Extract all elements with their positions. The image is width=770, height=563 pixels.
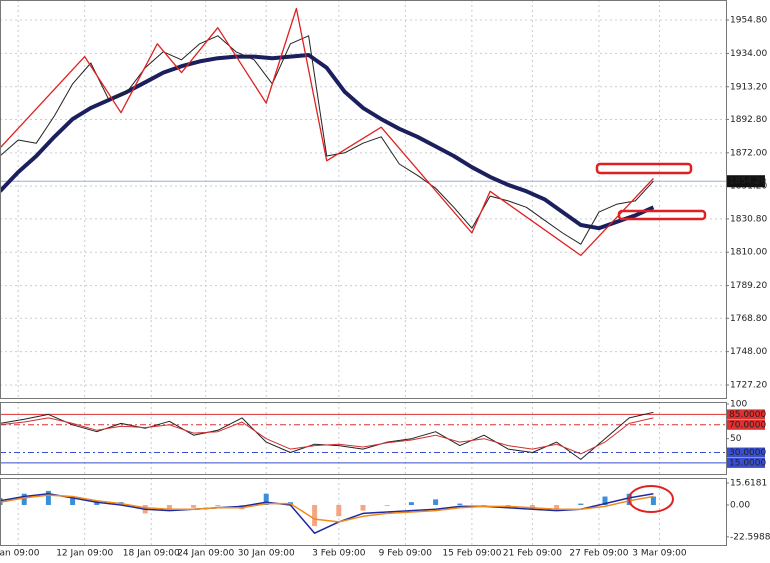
histogram-bar xyxy=(336,504,342,517)
histogram-bar xyxy=(215,504,221,507)
x-tick-label: 18 Jan 09:00 xyxy=(123,549,180,559)
y-tick-label: 1892.80 xyxy=(730,115,767,125)
y-tick-label: 50 xyxy=(730,434,742,444)
histogram-bar xyxy=(650,496,656,505)
x-tick-label: 12 Jan 09:00 xyxy=(56,549,113,559)
annotation-ellipse xyxy=(628,485,674,513)
histogram-bar xyxy=(45,490,51,505)
histogram-bar xyxy=(554,504,560,511)
series-line xyxy=(0,35,654,245)
annotation-box xyxy=(595,162,693,175)
y-tick-label: 70.0000 xyxy=(729,420,766,430)
histogram-bar xyxy=(312,504,318,527)
y-tick-label: 1789.20 xyxy=(730,281,767,291)
y-tick-label: 15.0000 xyxy=(729,458,766,468)
y-tick-label: 1954.80 xyxy=(730,16,767,26)
y-tick-label: 15.6181 xyxy=(730,478,767,488)
x-tick-label: 15 Feb 09:00 xyxy=(442,549,501,559)
series-line xyxy=(0,492,654,534)
x-tick-label: 3 Feb 09:00 xyxy=(312,549,366,559)
level-label-box xyxy=(727,447,765,458)
y-tick-label: 85.0000 xyxy=(729,410,766,420)
macd-panel-frame xyxy=(0,478,727,546)
y-tick-label: 100 xyxy=(730,400,747,410)
main-panel-frame xyxy=(0,0,727,399)
histogram-bar xyxy=(191,504,197,508)
x-tick-label: 27 Feb 09:00 xyxy=(569,549,628,559)
series-line xyxy=(0,494,654,523)
histogram-bar xyxy=(384,504,390,506)
series-line xyxy=(0,417,654,455)
oscillator-panel-frame xyxy=(0,402,727,475)
x-tick-label: Jan 09:00 xyxy=(0,549,40,559)
y-tick-label: 1913.20 xyxy=(730,82,767,92)
x-tick-label: 24 Jan 09:00 xyxy=(177,549,234,559)
x-tick-label: 9 Feb 09:00 xyxy=(379,549,433,559)
histogram-bar xyxy=(263,493,269,505)
last-price-box xyxy=(727,175,765,188)
histogram-bar xyxy=(360,504,366,511)
histogram-bar xyxy=(70,496,76,505)
histogram-bar xyxy=(408,502,414,505)
y-tick-label: 0.00 xyxy=(730,500,750,510)
y-tick-label: 1768.80 xyxy=(730,314,767,324)
y-tick-label: 1810.00 xyxy=(730,248,767,258)
y-tick-label: 1934.00 xyxy=(730,49,767,59)
last-price-label: 1854.29 xyxy=(729,177,766,187)
x-tick-label: 21 Feb 09:00 xyxy=(503,549,562,559)
histogram-bar xyxy=(433,499,439,505)
histogram-bar xyxy=(578,503,584,505)
x-tick-label: 30 Jan 09:00 xyxy=(238,549,295,559)
y-tick-label: 1748.00 xyxy=(730,347,767,357)
annotation-box xyxy=(617,209,707,221)
series-line xyxy=(0,7,654,257)
x-tick-label: 3 Mar 09:00 xyxy=(632,549,687,559)
level-label-box xyxy=(727,419,765,430)
level-label-box xyxy=(727,409,765,420)
y-tick-label: 30.0000 xyxy=(729,448,766,458)
y-tick-label: -22.5988 xyxy=(730,532,770,542)
level-label-box xyxy=(727,457,765,468)
histogram-bar xyxy=(602,496,608,505)
histogram-bar xyxy=(21,493,27,505)
y-tick-label: 1830.80 xyxy=(730,214,767,224)
histogram-bar xyxy=(457,503,463,505)
y-tick-label: 1727.20 xyxy=(730,381,767,391)
histogram-bar xyxy=(166,504,172,511)
y-tick-label: 1872.00 xyxy=(730,148,767,158)
